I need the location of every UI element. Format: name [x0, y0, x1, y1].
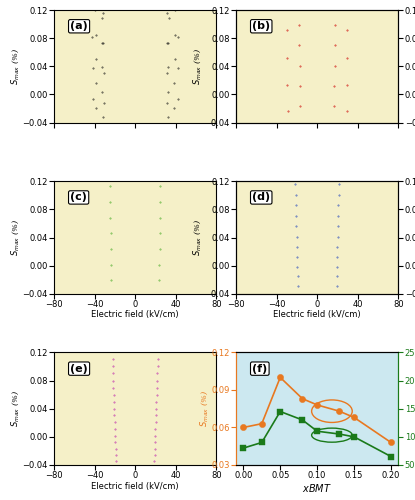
Y-axis label: $S_{max}$ (%): $S_{max}$ (%): [9, 219, 21, 256]
Y-axis label: $S_{max}$ (%): $S_{max}$ (%): [191, 48, 203, 85]
Text: (c): (c): [70, 192, 87, 202]
X-axis label: Electric field (kV/cm): Electric field (kV/cm): [91, 310, 179, 320]
Y-axis label: $S_{max}$ (%): $S_{max}$ (%): [9, 48, 21, 85]
X-axis label: Electric field (kV/cm): Electric field (kV/cm): [273, 310, 361, 320]
X-axis label: Electric field (kV/cm): Electric field (kV/cm): [91, 482, 179, 490]
Y-axis label: $S_{max}$ (%): $S_{max}$ (%): [9, 390, 21, 427]
Text: (a): (a): [70, 22, 88, 32]
Y-axis label: $S_{max}$ (%): $S_{max}$ (%): [198, 390, 210, 427]
Text: (f): (f): [252, 364, 267, 374]
Text: (d): (d): [252, 192, 270, 202]
Y-axis label: $S_{max}$ (%): $S_{max}$ (%): [191, 219, 203, 256]
Text: (b): (b): [252, 22, 270, 32]
Text: (e): (e): [70, 364, 88, 374]
X-axis label: $x$BMT: $x$BMT: [302, 482, 332, 494]
